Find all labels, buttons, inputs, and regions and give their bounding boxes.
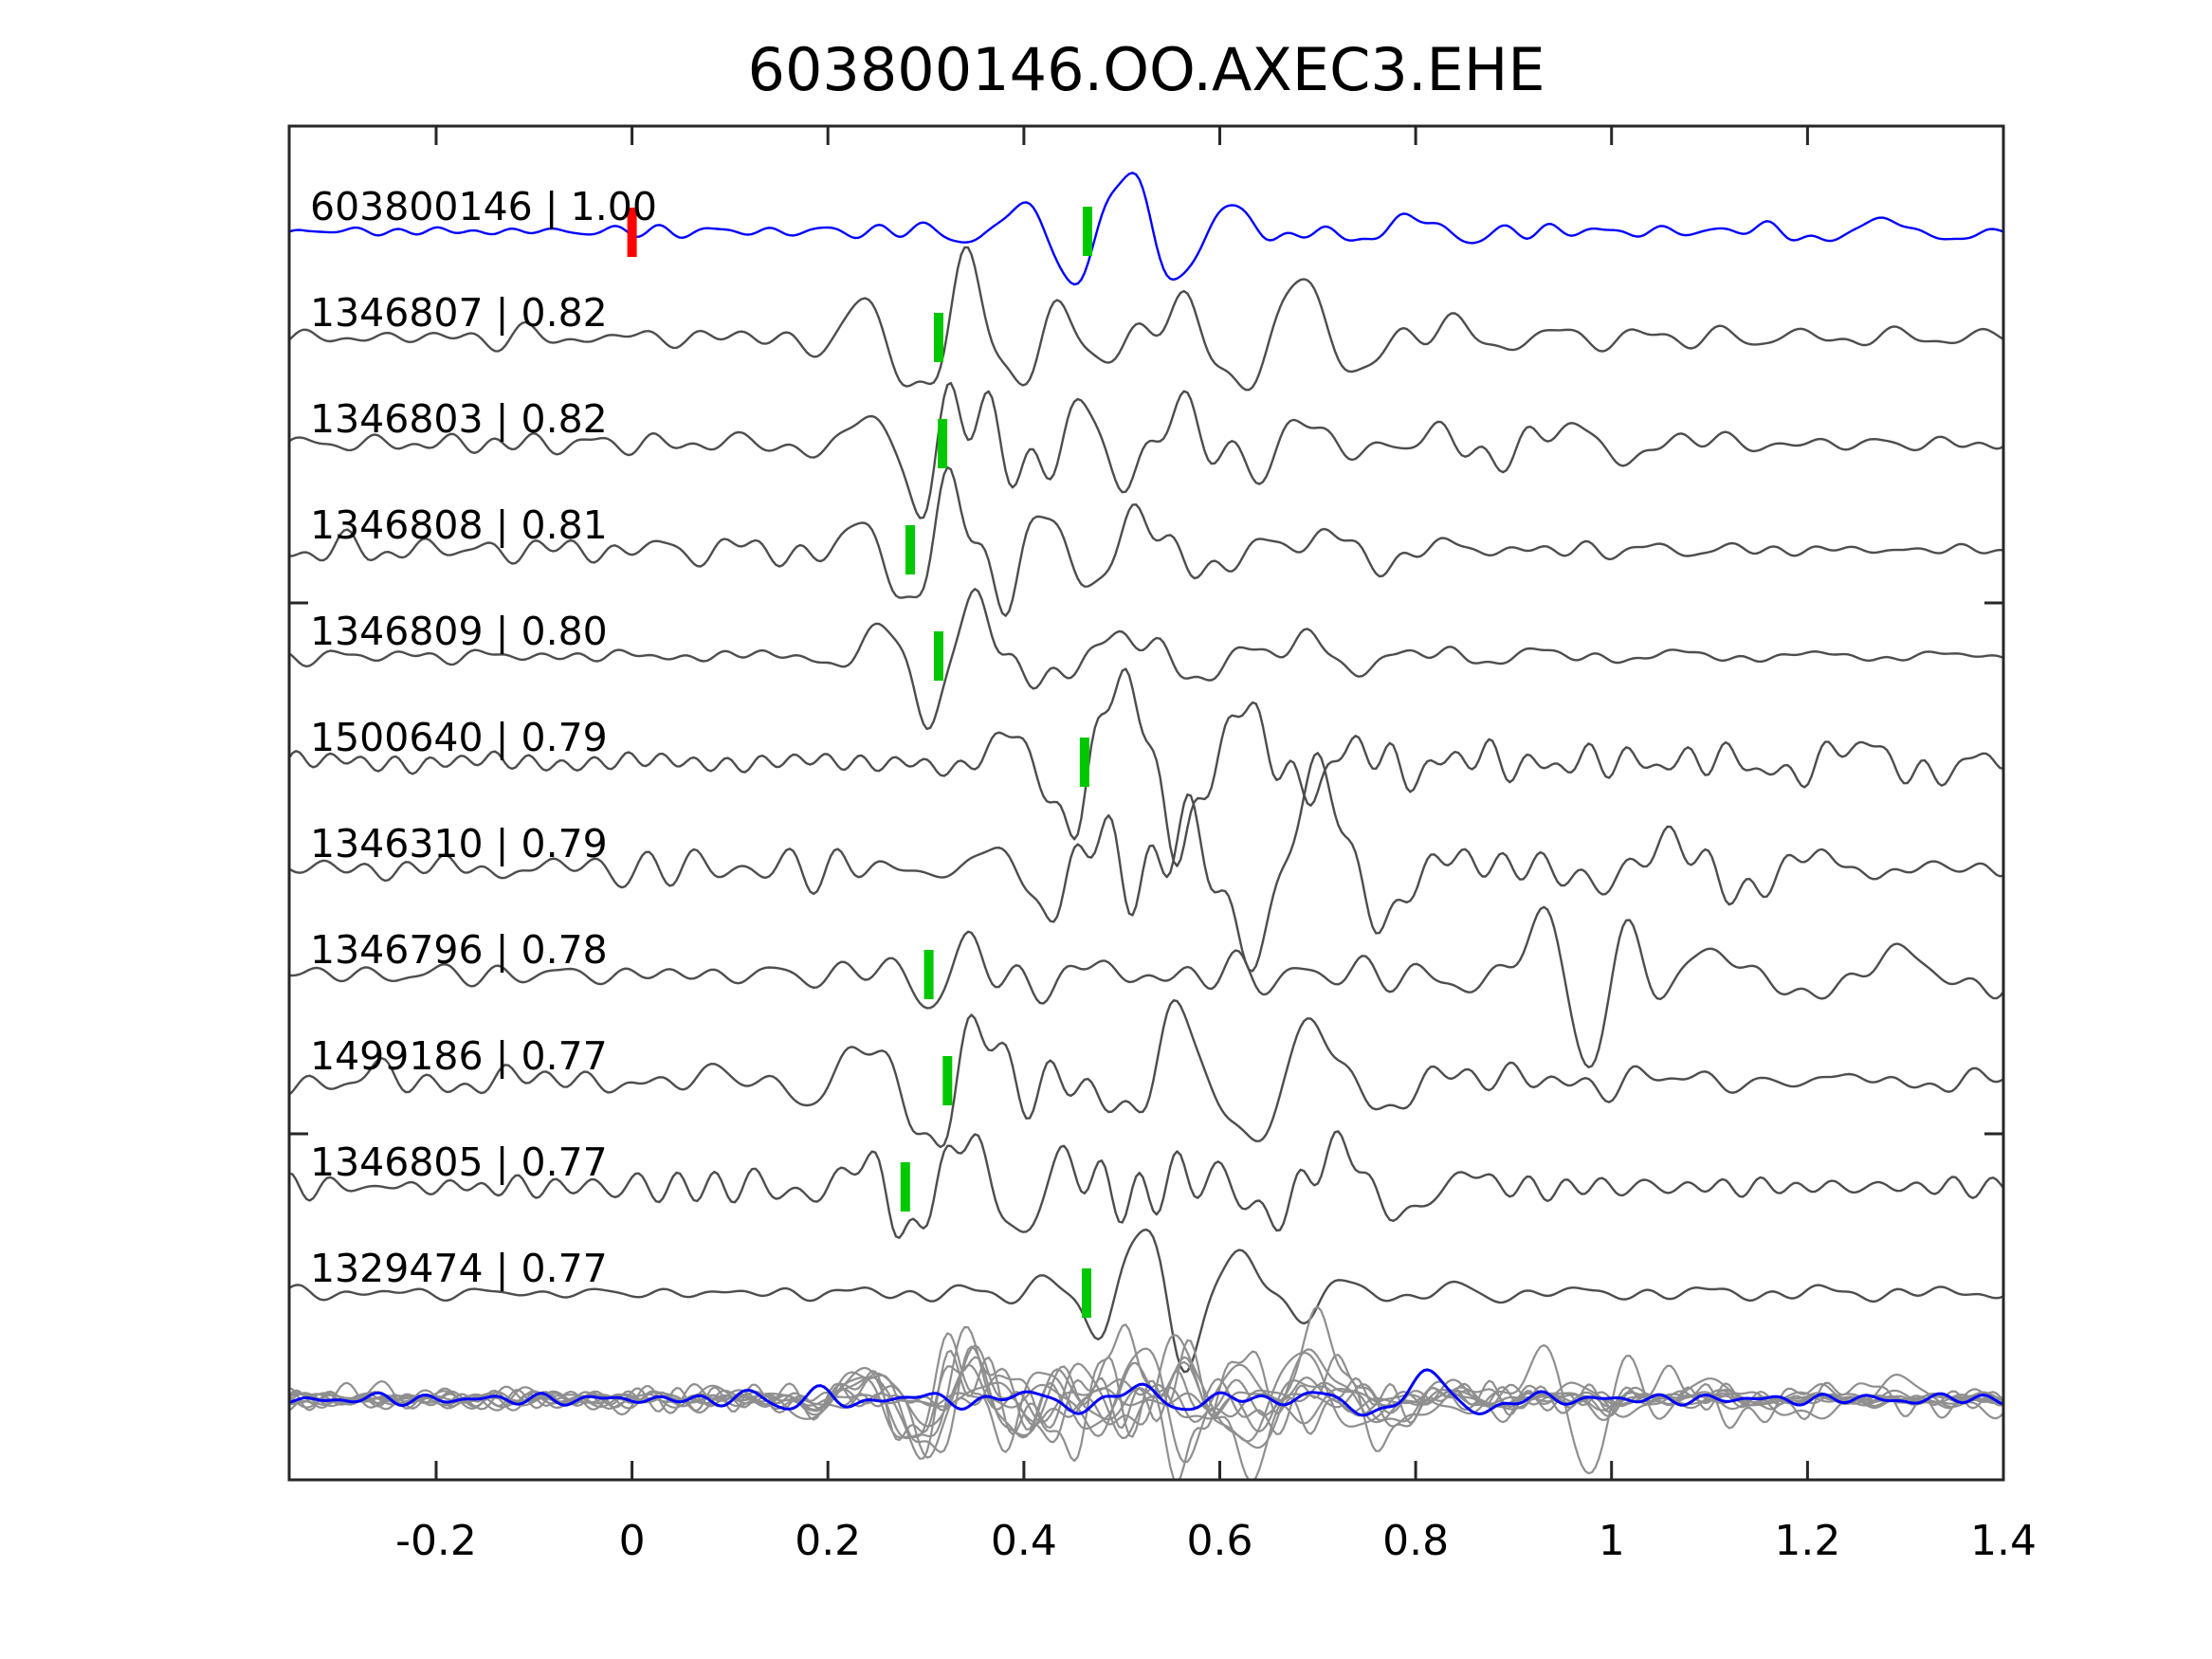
x-tick-label: 1.4	[1970, 1517, 2037, 1565]
pick-marker	[934, 313, 943, 362]
trace-label: 1499186 | 0.77	[310, 1033, 608, 1079]
template-time-marker	[627, 208, 637, 257]
trace-row-1346803	[289, 381, 2003, 520]
pick-marker	[1079, 738, 1089, 787]
pick-marker	[900, 1162, 910, 1212]
detection-waveform	[289, 381, 2003, 520]
trace-label: 1346796 | 0.78	[310, 927, 608, 973]
trace-label: 1500640 | 0.79	[310, 715, 608, 760]
trace-labels-layer: 603800146 | 1.00 1346807 | 0.82 1346803 | …	[310, 184, 657, 1291]
detection-waveform	[289, 465, 2003, 617]
detection-waveform	[289, 1228, 2003, 1374]
overlay-row	[289, 1305, 2003, 1480]
figure-title: 603800146.OO.AXEC3.EHE	[748, 35, 1545, 104]
trace-row-1329474	[289, 1228, 2003, 1374]
trace-label: 1346809 | 0.80	[310, 609, 608, 654]
pick-marker	[905, 525, 915, 574]
trace-row-603800146	[289, 172, 2003, 286]
detection-waveform	[289, 667, 2003, 867]
trace-label: 603800146 | 1.00	[310, 184, 657, 229]
trace-row-1346796	[289, 905, 2003, 1068]
trace-row-1346809	[289, 588, 2003, 731]
x-tick-label: 0	[619, 1517, 646, 1565]
trace-label: 1346805 | 0.77	[310, 1139, 608, 1185]
trace-label: 1329474 | 0.77	[310, 1246, 608, 1291]
trace-row-1499186	[289, 999, 2003, 1149]
traces-layer	[289, 172, 2003, 1480]
trace-label: 1346310 | 0.79	[310, 821, 608, 866]
trace-row-1346807	[289, 246, 2003, 392]
x-tick-label: 0.6	[1187, 1517, 1253, 1565]
overlay-detection-waveform	[289, 1323, 2003, 1480]
pick-marker	[1082, 1268, 1091, 1318]
trace-row-1346805	[289, 1130, 2003, 1239]
x-tick-label: 0.2	[795, 1517, 861, 1565]
pick-marker	[1083, 207, 1092, 256]
axes-layer: -0.2 0 0.2 0.4 0.6 0.8 1 1.2 1.4	[287, 124, 2037, 1565]
trace-label: 1346807 | 0.82	[310, 290, 608, 336]
pick-marker	[923, 950, 934, 999]
detection-waveform	[289, 999, 2003, 1149]
x-tick-label: 0.8	[1382, 1517, 1449, 1565]
x-tick-label: 1	[1599, 1517, 1625, 1565]
x-tick-label: -0.2	[395, 1517, 477, 1565]
pick-marker	[934, 631, 943, 681]
x-tick-label: 1.2	[1774, 1517, 1840, 1565]
overlay-template-waveform	[289, 1368, 2003, 1417]
pick-markers-layer	[627, 207, 1092, 1318]
trace-row-1500640	[289, 667, 2003, 867]
detection-waveform	[289, 588, 2003, 731]
plot-frame	[287, 124, 2005, 1482]
pick-marker	[938, 419, 948, 468]
trace-label: 1346803 | 0.82	[310, 396, 608, 442]
detection-waveform	[289, 905, 2003, 1068]
detection-waveform	[289, 752, 2003, 973]
trace-row-1346808	[289, 465, 2003, 617]
template-waveform	[289, 172, 2003, 286]
pick-marker	[942, 1056, 953, 1105]
x-tick-label: 0.4	[991, 1517, 1057, 1565]
trace-label: 1346808 | 0.81	[310, 502, 608, 548]
detection-waveform	[289, 246, 2003, 392]
trace-row-1346310	[289, 752, 2003, 973]
detection-waveform	[289, 1130, 2003, 1239]
